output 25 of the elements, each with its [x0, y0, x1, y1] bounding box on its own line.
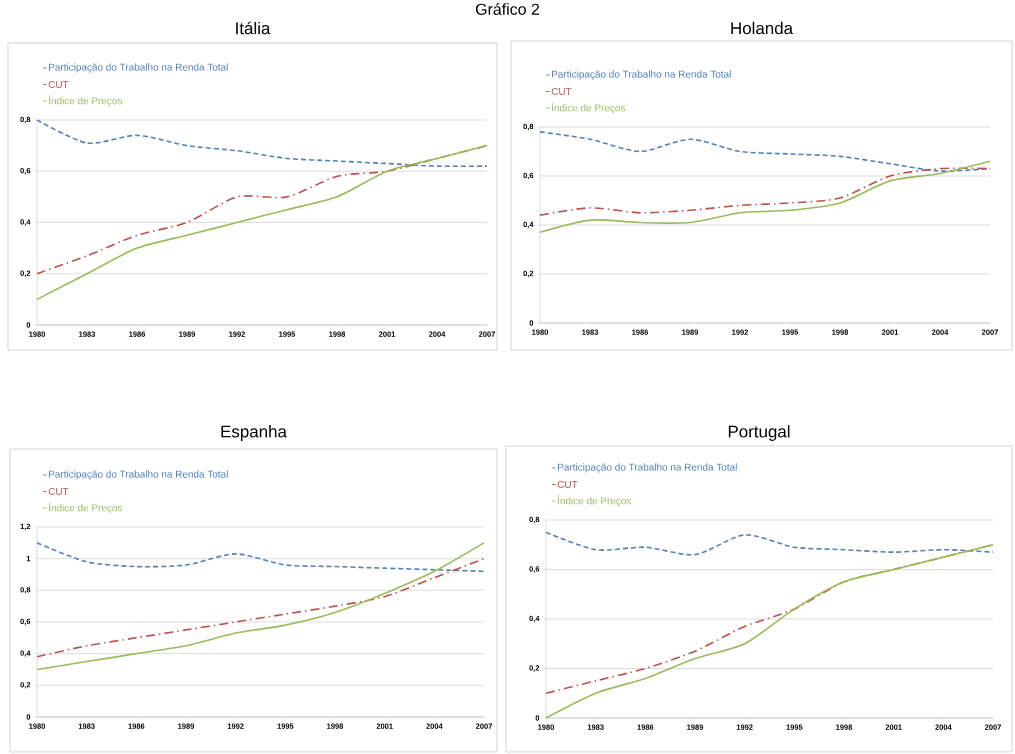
chart-title: Holanda — [731, 21, 794, 35]
legend-label: CUT — [551, 87, 572, 96]
legend-label: Participação do Trabalho na Renda Total — [49, 63, 228, 73]
legend-label: Índice de Preços — [48, 95, 123, 107]
line-series — [539, 131, 991, 172]
legend-label: Índice de Preços — [48, 502, 123, 514]
text: Gráfico 2 — [475, 3, 540, 15]
line-series — [539, 160, 991, 234]
chart-title: Espanha — [221, 425, 287, 441]
line-series — [36, 144, 488, 301]
legend-label: Participação do Trabalho na Renda Total — [558, 463, 737, 473]
line-series — [36, 557, 485, 658]
line-series — [36, 119, 488, 168]
line-series — [36, 542, 485, 573]
legend-label: CUT — [48, 487, 69, 496]
legend-label: Participação do Trabalho na Renda Total — [49, 470, 228, 480]
chart-title: Itália — [236, 21, 271, 35]
legend-label: Índice de Preços — [551, 102, 626, 114]
legend-label: Índice de Preços — [557, 495, 632, 507]
legend-label: CUT — [48, 80, 69, 89]
line-series — [545, 531, 994, 556]
legend-label: CUT — [557, 480, 578, 489]
line-series — [36, 542, 485, 671]
legend-label: Participação do Trabalho na Renda Total — [552, 70, 731, 80]
chart-title: Portugal — [728, 425, 790, 441]
